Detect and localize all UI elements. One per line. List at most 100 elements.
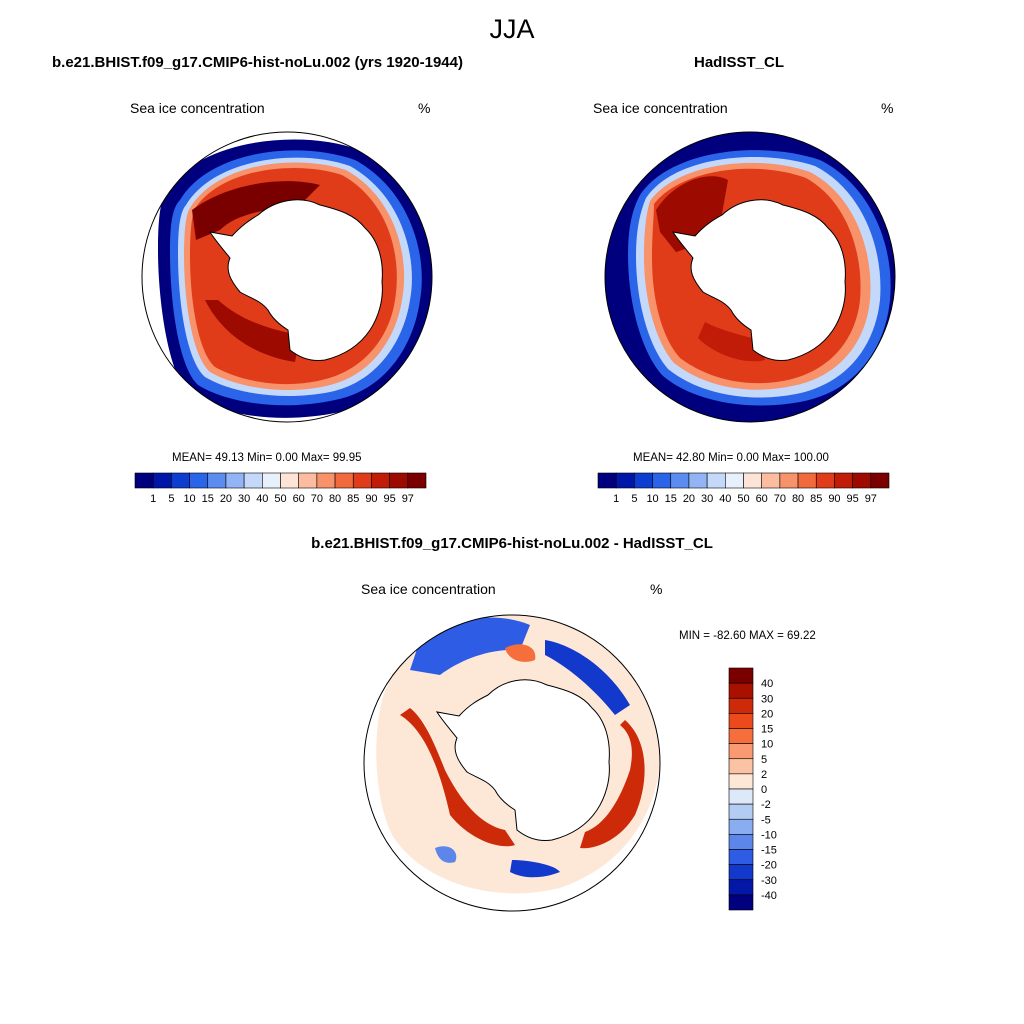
panel-3-colorbar-tick-1: 30 [761,693,773,705]
panel-2-colorbar-tick-7: 50 [737,493,749,505]
panel-1-colorbar-box-3 [189,472,209,489]
panel-1-colorbar-tick-5: 30 [238,493,250,505]
panel-2-colorbar-box-8 [743,472,762,489]
panel-3-colorbar-tick-10: -10 [761,829,777,841]
panel-3-colorbar-tick-6: 2 [761,769,767,781]
panel-2-colorbar-tick-10: 80 [792,493,804,505]
panel-3-colorbar-tick-5: 5 [761,754,767,766]
panel-1-title: b.e21.BHIST.f09_g17.CMIP6-hist-noLu.002 … [52,54,463,71]
panel-1-colorbar-tick-6: 40 [256,493,268,505]
panel-3-colorbar-box-8 [728,788,754,805]
panel-1-colorbar-box-4 [207,472,227,489]
panel-2-colorbar-box-11 [797,472,817,489]
panel-2-colorbar-tick-9: 70 [774,493,786,505]
panel-2-colorbar-tick-13: 95 [847,493,859,505]
panel-1-colorbar-tick-4: 20 [220,493,232,505]
panel-2-colorbar-box-9 [761,472,781,489]
panel-3-colorbar-tick-2: 20 [761,708,773,720]
panel-2-colorbar-box-10 [779,472,799,489]
panel-3-colorbar-tick-0: 40 [761,678,773,690]
panel-3-map [363,614,661,912]
panel-3-variable-label: Sea ice concentration [361,581,496,597]
panel-3-colorbar-box-7 [728,773,754,790]
panel-1-variable-label: Sea ice concentration [130,100,265,116]
panel-2-colorbar-box-12 [815,472,835,489]
panel-3-colorbar-tick-11: -15 [761,845,777,857]
panel-3-colorbar-tick-13: -30 [761,875,777,887]
panel-1-colorbar-tick-12: 90 [365,493,377,505]
panel-2-colorbar-box-14 [852,472,872,489]
panel-2-colorbar-tick-1: 5 [631,493,637,505]
panel-2-colorbar-box-15 [870,472,890,489]
panel-1-colorbar-tick-14: 97 [402,493,414,505]
panel-3-colorbar-tick-3: 15 [761,724,773,736]
panel-3-colorbar-box-3 [728,713,754,729]
panel-3-colorbar-tick-12: -20 [761,860,777,872]
panel-1-colorbar: 1 5 10 15 20 30 40 50 60 70 80 85 90 95 97 [134,472,427,505]
panel-2-stats: MEAN= 42.80 Min= 0.00 Max= 100.00 [633,452,829,464]
panel-2-map [604,131,896,423]
panel-2-colorbar-box-0 [597,472,617,489]
panel-1-colorbar-tick-8: 60 [293,493,305,505]
panel-2-colorbar-box-7 [725,472,744,489]
panel-2-colorbar-tick-11: 85 [810,493,822,505]
panel-3-colorbar-box-1 [728,682,754,699]
panel-1-colorbar-box-15 [407,472,427,489]
panel-2-colorbar-tick-12: 90 [828,493,840,505]
panel-3-colorbar-box-9 [728,803,754,820]
panel-3-colorbar-tick-14: -40 [761,890,777,902]
panel-2-colorbar-tick-2: 10 [646,493,658,505]
panel-1-colorbar-tick-13: 95 [384,493,396,505]
panel-3-colorbar-box-5 [728,743,754,760]
panel-2-colorbar-box-1 [615,472,635,489]
panel-3-colorbar-box-2 [728,697,754,714]
panel-1-colorbar-box-12 [352,472,372,489]
panel-3-colorbar-box-11 [728,834,754,850]
panel-3-colorbar-tick-8: -2 [761,799,771,811]
panel-2-colorbar-box-5 [688,472,708,489]
panel-3-colorbar-box-0 [728,667,754,684]
panel-1-colorbar-tick-10: 80 [329,493,341,505]
panel-2-units-label: % [881,100,894,116]
panel-3-colorbar-box-4 [728,728,754,744]
panel-3-units-label: % [650,581,663,597]
panel-1-colorbar-box-6 [243,472,263,489]
figure-title: JJA [489,14,535,44]
panel-2-colorbar-box-4 [670,472,690,489]
panel-2-colorbar-tick-0: 1 [613,493,619,505]
panel-2-colorbar: 1 5 10 15 20 30 40 50 60 70 80 85 90 95 97 [597,472,890,505]
panel-2-colorbar-tick-8: 60 [756,493,768,505]
panel-3-colorbar-box-6 [728,758,754,775]
panel-1-colorbar-box-10 [316,472,336,489]
panel-2-variable-label: Sea ice concentration [593,100,728,116]
panel-1-units-label: % [418,100,431,116]
panel-3-colorbar-tick-9: -5 [761,814,771,826]
panel-1-colorbar-box-7 [262,472,281,489]
panel-3-colorbar-box-13 [728,864,754,881]
panel-1-stats: MEAN= 49.13 Min= 0.00 Max= 99.95 [172,452,362,464]
panel-1-colorbar-tick-2: 10 [183,493,195,505]
panel-2-colorbar-tick-4: 20 [683,493,695,505]
panel-1-map [141,131,433,423]
panel-2-colorbar-tick-14: 97 [865,493,877,505]
panel-3-title: b.e21.BHIST.f09_g17.CMIP6-hist-noLu.002 … [311,535,713,552]
panel-1-colorbar-box-5 [225,472,245,489]
panel-1-colorbar-tick-0: 1 [150,493,156,505]
panel-2-colorbar-box-6 [706,472,726,489]
panel-1-colorbar-box-1 [152,472,172,489]
panel-1-colorbar-box-9 [298,472,318,489]
panel-1-colorbar-box-14 [389,472,409,489]
panel-1-colorbar-box-13 [371,472,390,489]
panel-3-colorbar-box-14 [728,879,754,896]
panel-2-title: HadISST_CL [694,54,785,71]
panel-3-colorbar-tick-7: 0 [761,784,767,796]
panel-1-colorbar-tick-9: 70 [311,493,323,505]
panel-3-colorbar-box-15 [728,894,754,911]
panel-3-colorbar-tick-4: 10 [761,739,773,751]
panel-1-colorbar-tick-3: 15 [202,493,214,505]
panel-3-stats: MIN = -82.60 MAX = 69.22 [679,630,816,642]
panel-3-colorbar-box-10 [728,818,754,835]
panel-1-colorbar-tick-1: 5 [168,493,174,505]
